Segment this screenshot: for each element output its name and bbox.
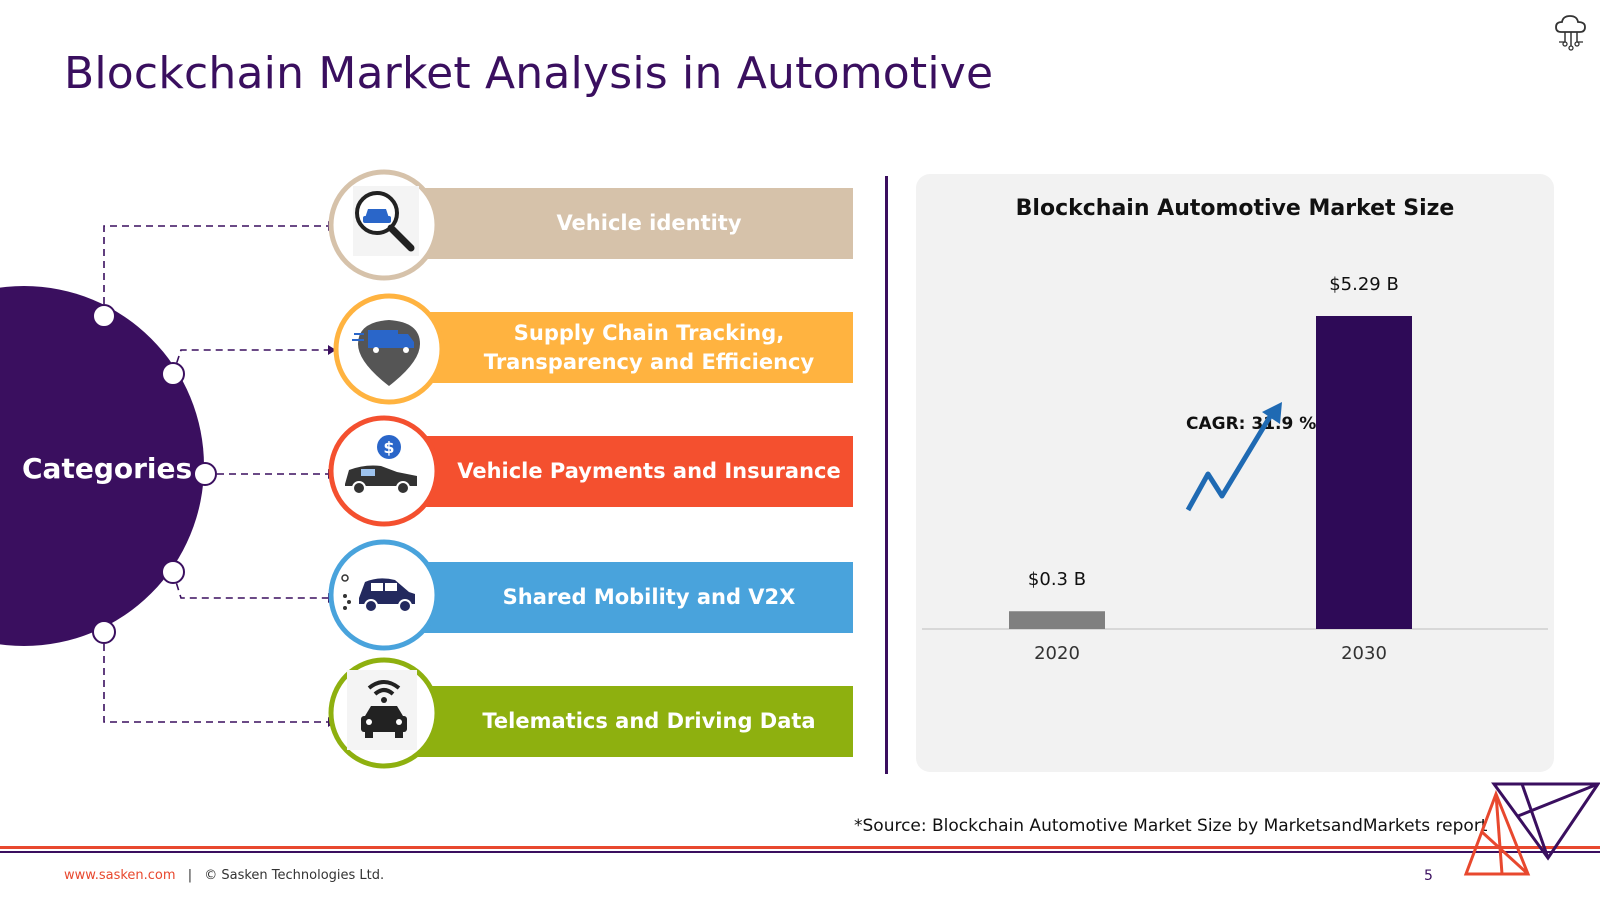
category-label: Telematics and Driving Data — [482, 709, 816, 733]
tick-label: 2020 — [1034, 643, 1080, 664]
connector-node — [161, 362, 185, 386]
vertical-divider — [885, 176, 888, 774]
category-bar-vehicle-identity: Vehicle identity — [415, 188, 853, 259]
connector-node — [92, 620, 116, 644]
category-label: Transparency and Efficiency — [483, 349, 815, 374]
footer-text: www.sasken.com | © Sasken Technologies L… — [64, 868, 384, 883]
page-number: 5 — [1424, 868, 1433, 884]
footer-rule-purple — [0, 851, 1600, 853]
chart-title: Blockchain Automotive Market Size — [1015, 196, 1455, 221]
shared-car-icon — [328, 539, 440, 651]
bar-2030 — [1316, 316, 1412, 629]
growth-arrow-icon — [1185, 402, 1282, 512]
website-link[interactable]: www.sasken.com — [64, 868, 176, 883]
connected-car-icon — [328, 657, 440, 769]
cloud-network-icon — [1555, 15, 1586, 51]
category-label: Supply Chain Tracking, — [513, 320, 785, 345]
car-payment-icon: $ — [328, 415, 440, 527]
svg-text:$: $ — [383, 438, 394, 457]
tick-label: 2030 — [1341, 643, 1387, 664]
connector-2 — [172, 349, 328, 375]
category-bar-telematics: Telematics and Driving Data — [415, 686, 853, 757]
category-label: Vehicle identity — [556, 211, 742, 235]
categories-circle — [0, 286, 204, 646]
connector-node — [193, 462, 217, 486]
connector-node — [92, 304, 116, 328]
footer-separator: | — [187, 868, 193, 883]
bar-2020 — [1009, 611, 1105, 629]
cagr-annotation: CAGR: 31.9 % — [1186, 414, 1316, 434]
data-label: $5.29 B — [1329, 274, 1399, 295]
data-label: $0.3 B — [1028, 569, 1086, 590]
connector-1 — [103, 225, 328, 316]
connector-5 — [103, 632, 328, 723]
footer-rule-red — [0, 846, 1600, 849]
categories-label: Categories — [22, 452, 193, 485]
category-label: Vehicle Payments and Insurance — [457, 459, 841, 483]
category-label: Shared Mobility and V2X — [502, 585, 796, 609]
delivery-truck-pin-icon — [333, 293, 445, 405]
copyright: © Sasken Technologies Ltd. — [204, 868, 385, 883]
connector-node — [161, 560, 185, 584]
connector-4 — [172, 571, 328, 599]
category-bar-vehicle-payments: Vehicle Payments and Insurance — [415, 436, 853, 507]
categories-diagram — [0, 221, 336, 727]
market-size-chart: $0.3 B 2020 $5.29 B 2030 CAGR: 31.9 % — [922, 274, 1548, 664]
search-car-icon — [328, 169, 440, 281]
category-bar-supply-chain: Supply Chain Tracking, Transparency and … — [415, 312, 853, 383]
sasken-logo-icon — [1463, 782, 1600, 876]
page-title: Blockchain Market Analysis in Automotive — [64, 48, 994, 99]
source-note: *Source: Blockchain Automotive Market Si… — [854, 816, 1488, 836]
category-bar-shared-mobility: Shared Mobility and V2X — [415, 562, 853, 633]
